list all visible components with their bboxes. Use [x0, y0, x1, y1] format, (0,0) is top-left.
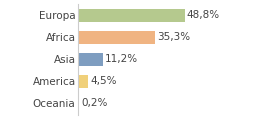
- Text: 48,8%: 48,8%: [187, 10, 220, 21]
- Bar: [78, 96, 79, 110]
- Text: 4,5%: 4,5%: [90, 76, 117, 86]
- Bar: [78, 75, 88, 88]
- Bar: [78, 9, 185, 22]
- Text: 0,2%: 0,2%: [81, 98, 108, 108]
- Bar: [78, 31, 155, 44]
- Text: 35,3%: 35,3%: [157, 32, 191, 42]
- Bar: [78, 53, 103, 66]
- Text: 11,2%: 11,2%: [105, 54, 138, 64]
